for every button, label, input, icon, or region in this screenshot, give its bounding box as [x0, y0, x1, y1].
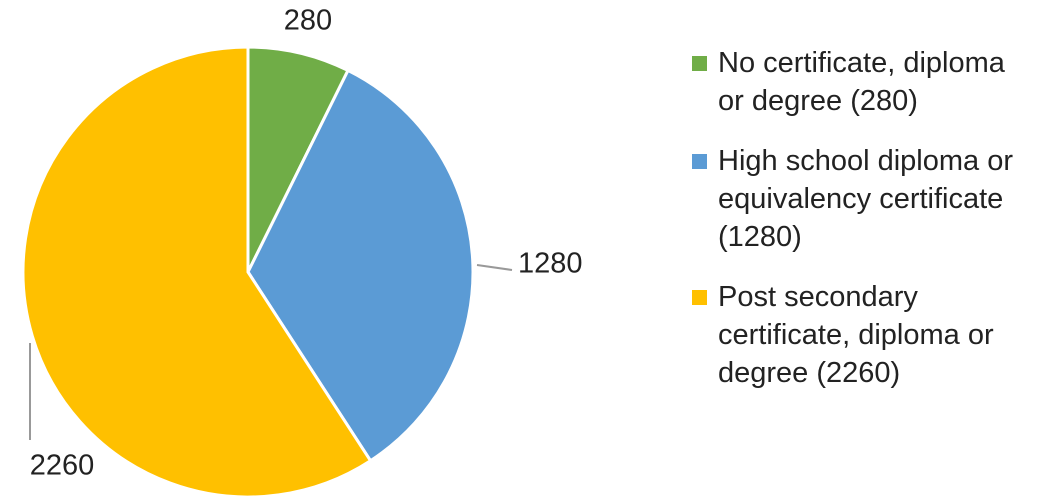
- leader-line: [476, 264, 513, 271]
- legend-entry: Post secondary certificate, diploma or d…: [692, 278, 1018, 392]
- data-label: 1280: [518, 248, 583, 280]
- legend-swatch: [692, 290, 707, 305]
- data-label: 2260: [30, 450, 95, 482]
- legend-label: No certificate, diploma or degree (280): [718, 47, 1005, 117]
- legend-swatch: [692, 56, 707, 71]
- pie-slice: [21, 45, 373, 499]
- legend-label: Post secondary certificate, diploma or d…: [718, 281, 994, 389]
- pie-slice: [246, 68, 475, 463]
- data-label: 280: [284, 5, 332, 37]
- pie-slice: [246, 45, 351, 273]
- legend: No certificate, diploma or degree (280) H…: [692, 44, 1022, 414]
- legend-entry: No certificate, diploma or degree (280): [692, 44, 1018, 120]
- legend-label: High school diploma or equivalency certi…: [718, 145, 1013, 253]
- legend-entry: High school diploma or equivalency certi…: [692, 142, 1018, 256]
- legend-swatch: [692, 154, 707, 169]
